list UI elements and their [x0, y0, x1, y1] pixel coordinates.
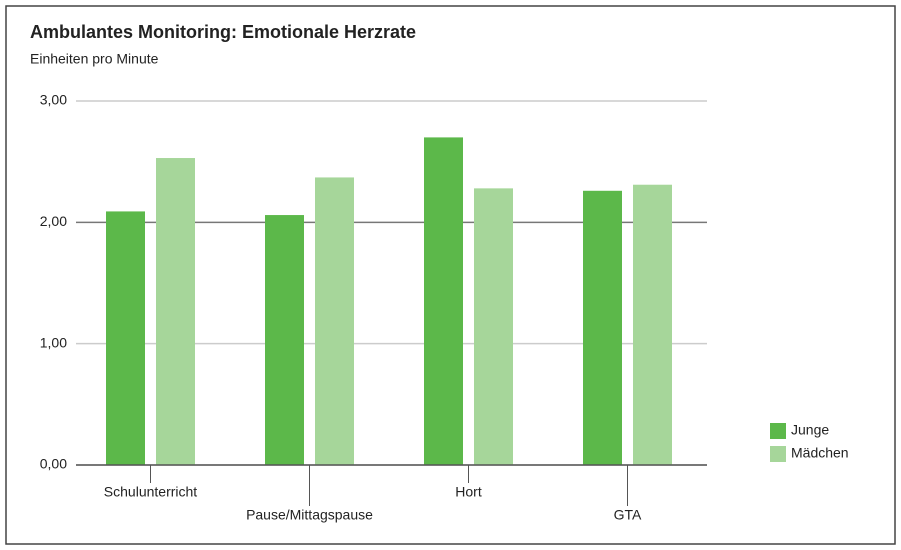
bar: [633, 184, 672, 465]
legend-label: Mädchen: [791, 445, 849, 461]
x-tick-label: Schulunterricht: [104, 484, 197, 500]
legend-swatch: [770, 423, 786, 439]
chart-subtitle: Einheiten pro Minute: [30, 51, 159, 67]
chart-title: Ambulantes Monitoring: Emotionale Herzra…: [30, 22, 416, 42]
bar: [106, 211, 145, 465]
bar: [474, 188, 513, 466]
bar: [424, 137, 463, 465]
legend-swatch: [770, 446, 786, 462]
x-tick-label: GTA: [614, 507, 642, 523]
y-tick-label: 3,00: [40, 92, 67, 108]
bar: [315, 177, 354, 465]
bar: [265, 215, 304, 465]
x-tick-label: Hort: [455, 484, 482, 500]
y-tick-label: 2,00: [40, 213, 67, 229]
y-tick-label: 1,00: [40, 334, 67, 350]
y-tick-label: 0,00: [40, 456, 67, 472]
bar: [156, 158, 195, 465]
x-tick-label: Pause/Mittagspause: [246, 507, 373, 523]
bar: [583, 190, 622, 465]
legend-label: Junge: [791, 422, 829, 438]
